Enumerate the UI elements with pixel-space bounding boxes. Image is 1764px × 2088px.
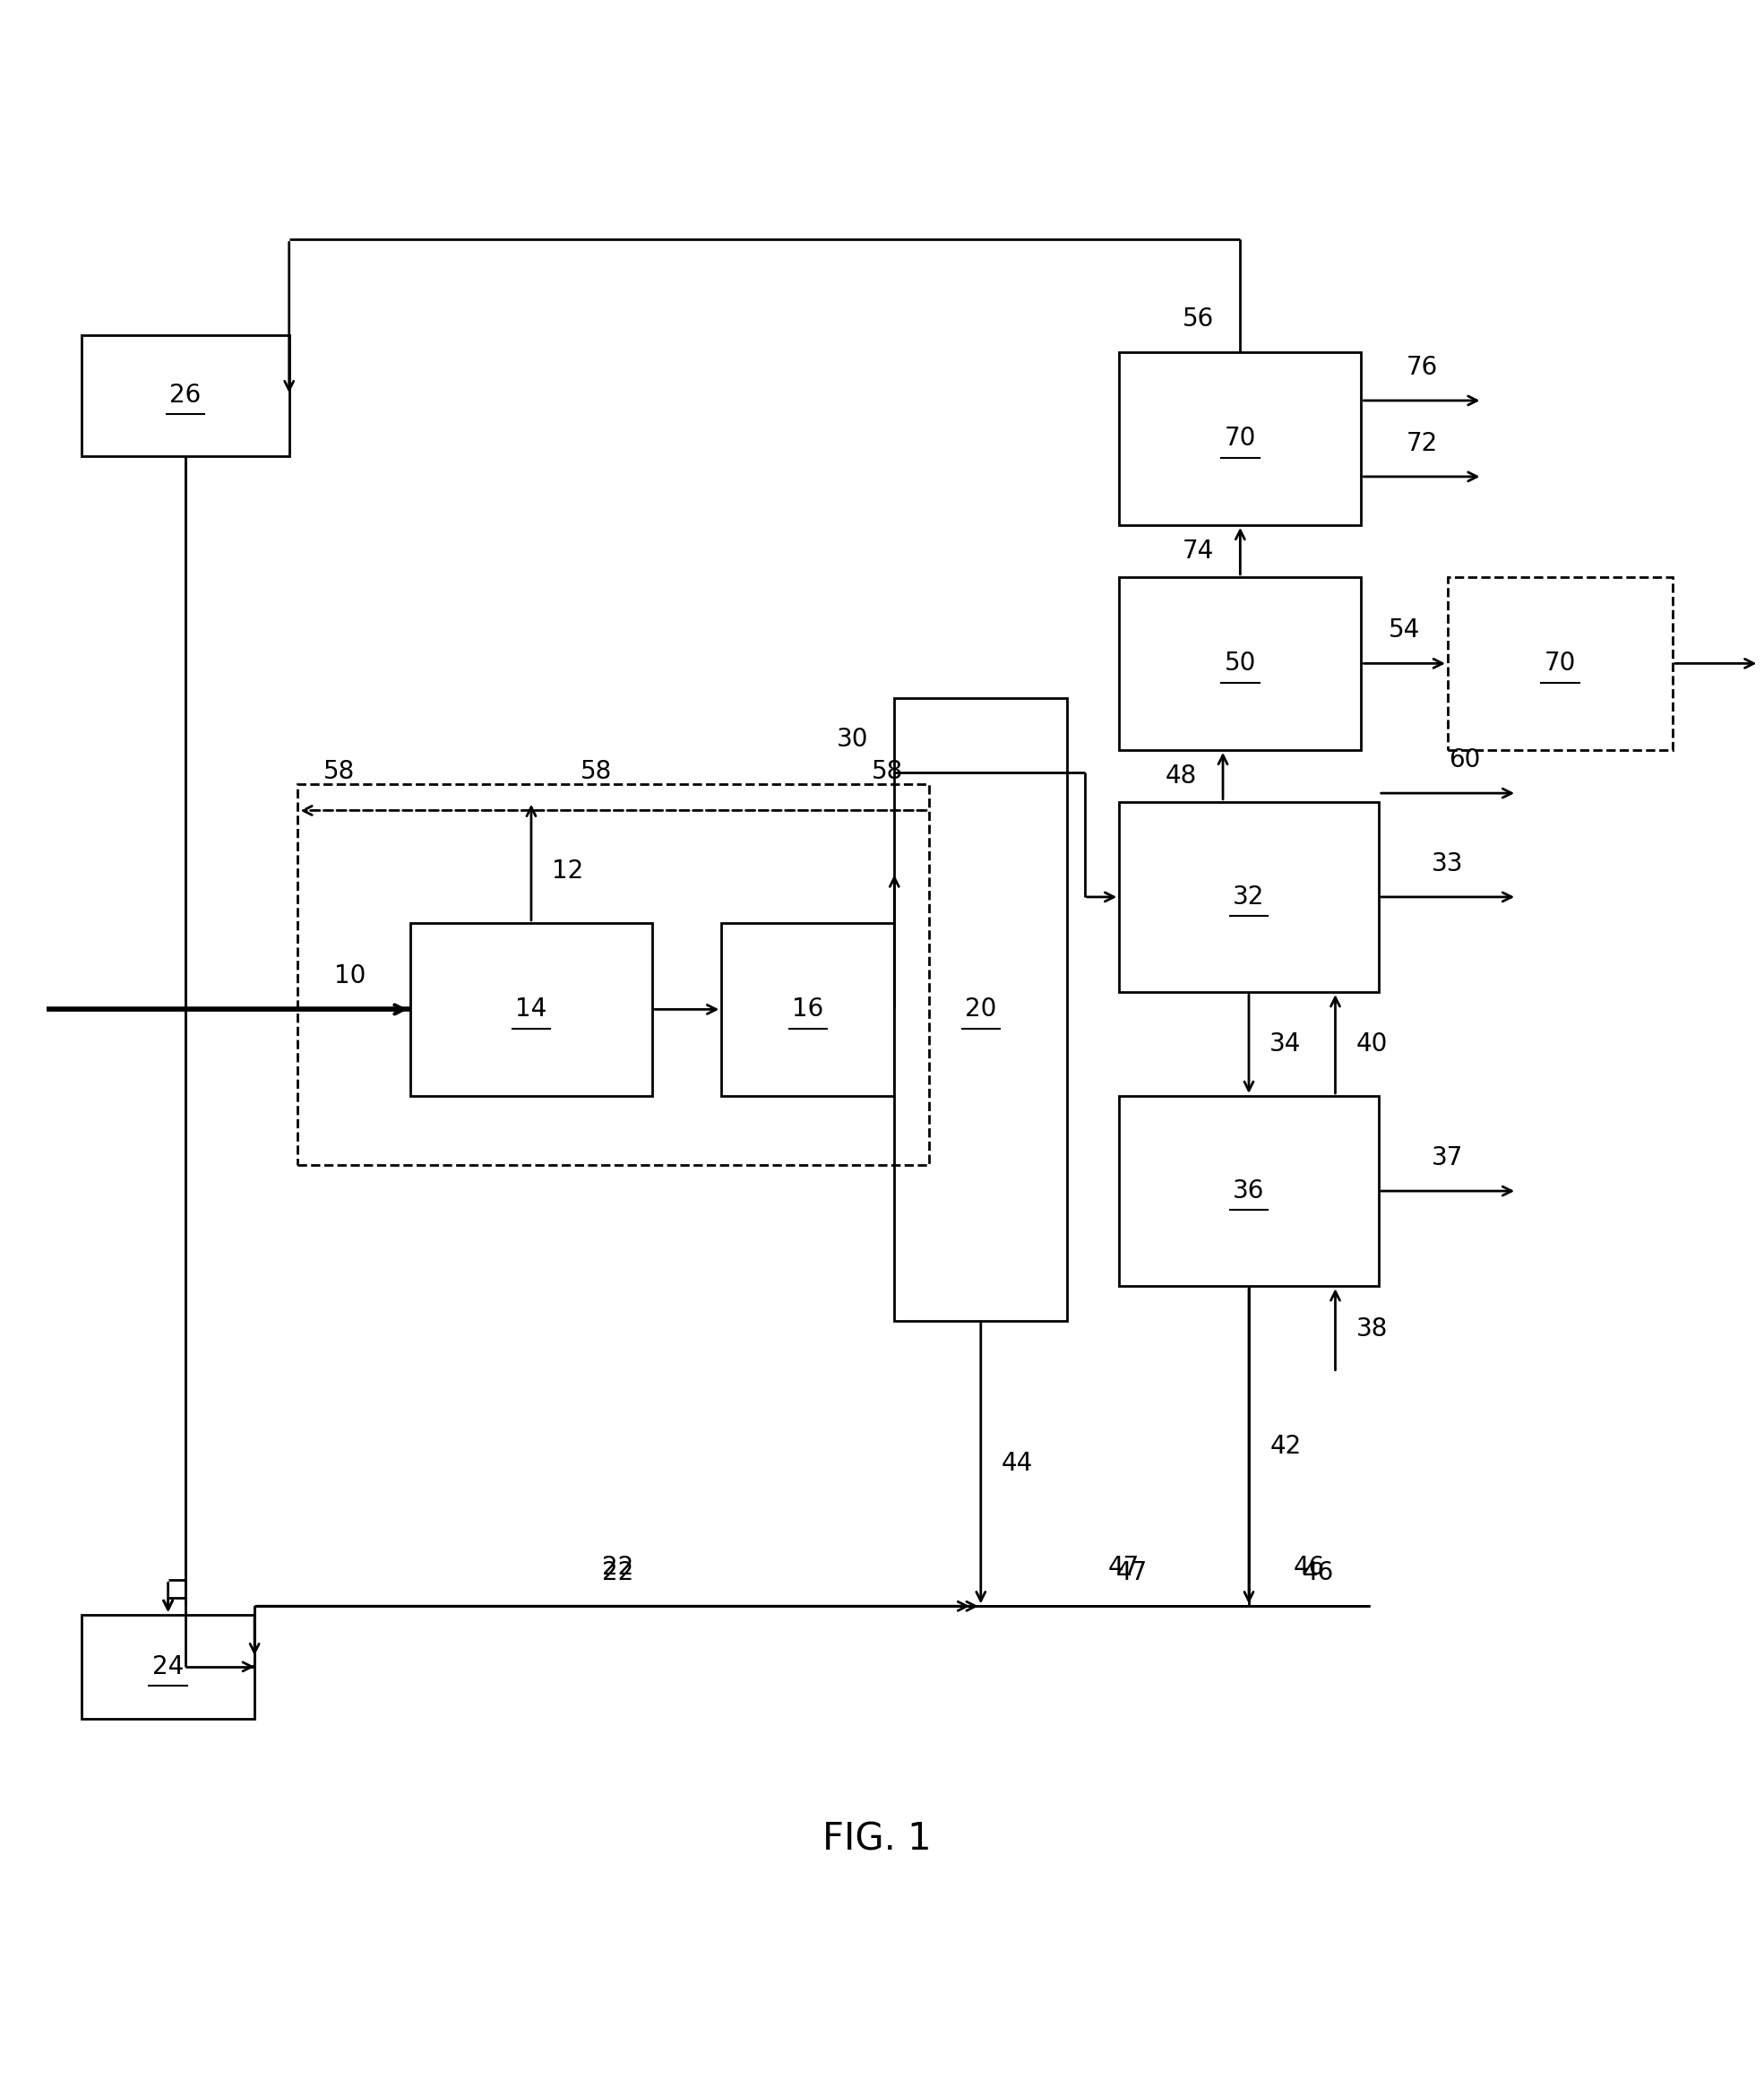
Text: 50: 50 [1224, 651, 1256, 677]
Text: 58: 58 [325, 760, 355, 785]
Text: 70: 70 [1224, 426, 1256, 451]
Text: 48: 48 [1166, 764, 1198, 789]
Bar [81, 334, 289, 455]
Text: 54: 54 [1388, 618, 1420, 643]
Text: 58: 58 [580, 760, 612, 785]
Text: 60: 60 [1450, 748, 1480, 773]
Text: 46: 46 [1293, 1556, 1325, 1581]
Text: 72: 72 [1406, 430, 1438, 455]
Text: 56: 56 [1182, 307, 1214, 332]
Text: 38: 38 [1357, 1318, 1388, 1343]
Text: 22: 22 [602, 1560, 633, 1585]
Bar [721, 923, 894, 1096]
Text: 58: 58 [871, 760, 903, 785]
Bar [81, 1614, 254, 1718]
Text: 24: 24 [152, 1654, 183, 1679]
Text: 26: 26 [169, 382, 201, 407]
Text: 36: 36 [1233, 1178, 1265, 1203]
Bar [1118, 1096, 1378, 1286]
Text: 76: 76 [1406, 355, 1438, 380]
Text: 74: 74 [1182, 539, 1214, 564]
Text: 12: 12 [552, 858, 584, 883]
Text: 44: 44 [1002, 1451, 1034, 1476]
Text: 34: 34 [1270, 1031, 1302, 1057]
Text: 10: 10 [333, 963, 365, 988]
Text: FIG. 1: FIG. 1 [822, 1821, 931, 1858]
Text: 46: 46 [1302, 1560, 1334, 1585]
Text: 22: 22 [602, 1556, 633, 1581]
Text: 40: 40 [1357, 1031, 1388, 1057]
Bar [411, 923, 653, 1096]
Bar [298, 785, 930, 1165]
Text: 47: 47 [1108, 1556, 1140, 1581]
Text: 33: 33 [1432, 852, 1464, 877]
Text: 30: 30 [836, 727, 868, 752]
Text: 47: 47 [1117, 1560, 1148, 1585]
Text: 37: 37 [1432, 1144, 1464, 1169]
Bar [1118, 802, 1378, 992]
Bar [1118, 353, 1362, 524]
Text: 16: 16 [792, 996, 824, 1021]
Text: 20: 20 [965, 996, 997, 1021]
Bar [1448, 576, 1672, 750]
Bar [894, 697, 1067, 1322]
Text: 14: 14 [515, 996, 547, 1021]
Text: 32: 32 [1233, 885, 1265, 910]
Text: 70: 70 [1544, 651, 1575, 677]
Text: 42: 42 [1270, 1434, 1302, 1460]
Bar [1118, 576, 1362, 750]
